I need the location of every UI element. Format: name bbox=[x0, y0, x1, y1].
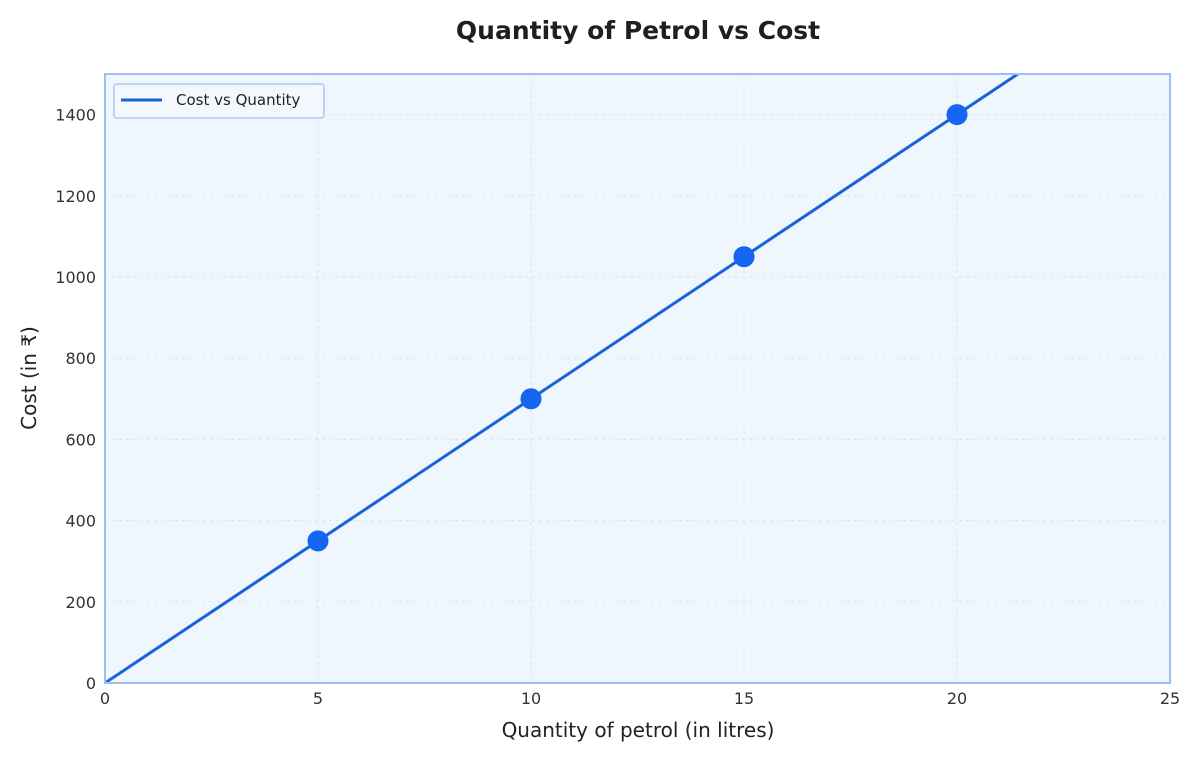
y-tick-label: 1200 bbox=[55, 187, 96, 206]
data-point-marker bbox=[307, 530, 329, 552]
data-point-marker bbox=[946, 104, 968, 126]
y-tick-label: 600 bbox=[65, 430, 96, 449]
y-tick-label: 1000 bbox=[55, 268, 96, 287]
x-tick-label: 10 bbox=[521, 689, 541, 708]
y-tick-label: 0 bbox=[86, 674, 96, 693]
y-axis-label: Cost (in ₹) bbox=[17, 326, 41, 430]
plot-frame bbox=[104, 73, 1171, 684]
series-line bbox=[105, 74, 1021, 683]
series-layer bbox=[105, 74, 1021, 683]
legend-label: Cost vs Quantity bbox=[176, 91, 301, 109]
y-tick-label: 1400 bbox=[55, 106, 96, 125]
y-tick-label: 400 bbox=[65, 512, 96, 531]
x-tick-label: 5 bbox=[313, 689, 323, 708]
x-tick-label: 0 bbox=[100, 689, 110, 708]
x-tick-label: 20 bbox=[947, 689, 967, 708]
x-axis-label: Quantity of petrol (in litres) bbox=[502, 718, 775, 742]
x-tick-label: 25 bbox=[1160, 689, 1180, 708]
x-tick-label: 15 bbox=[734, 689, 754, 708]
tick-layer: 0 5 10 15 20 25 0 200 400 600 800 1000 1200 1400 bbox=[55, 106, 1180, 708]
chart-title: Quantity of Petrol vs Cost bbox=[456, 16, 820, 45]
data-point-marker bbox=[733, 246, 755, 268]
y-tick-label: 200 bbox=[65, 593, 96, 612]
legend-box bbox=[113, 83, 325, 119]
legend: Cost vs Quantity bbox=[113, 83, 325, 119]
y-tick-label: 800 bbox=[65, 349, 96, 368]
data-point-marker bbox=[520, 388, 542, 410]
plot-background bbox=[105, 74, 1170, 683]
